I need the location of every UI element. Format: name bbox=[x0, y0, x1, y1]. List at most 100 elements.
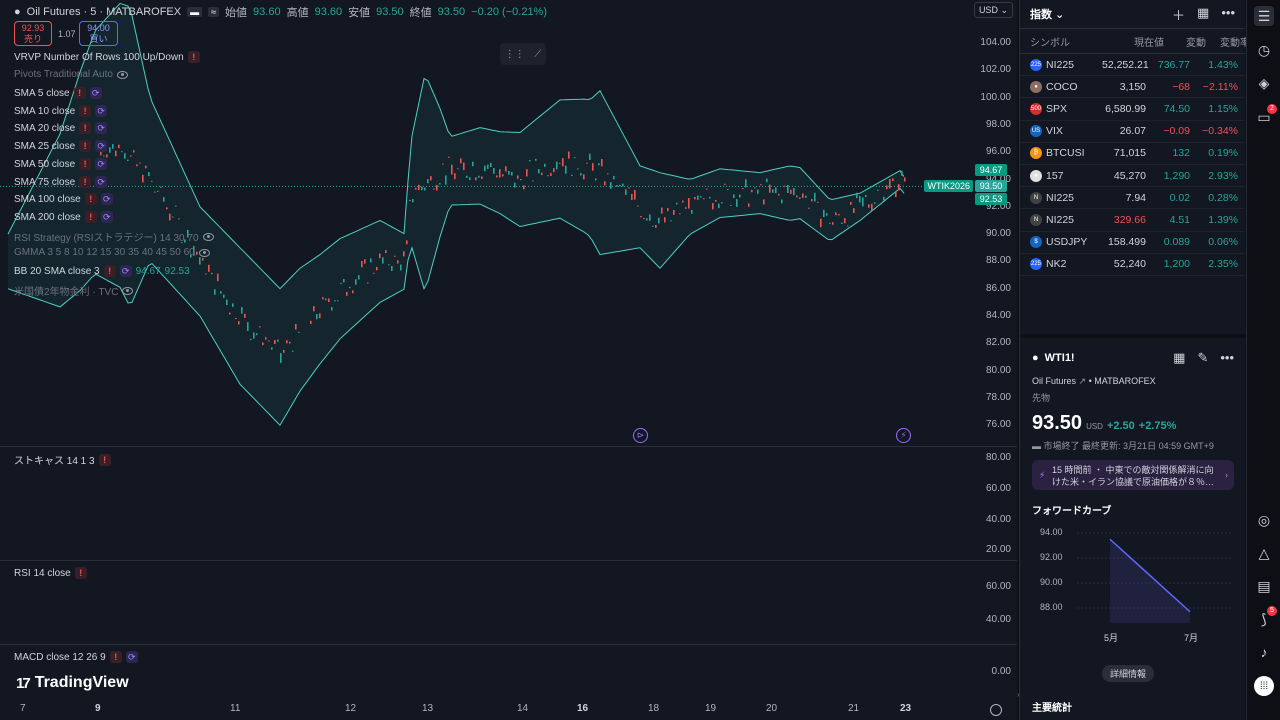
pyramid-icon[interactable]: △ bbox=[1258, 544, 1270, 561]
candle bbox=[118, 144, 120, 149]
time-tick: 12 bbox=[345, 703, 357, 714]
cycle-icon[interactable]: ⟳ bbox=[89, 87, 102, 99]
col-symbol[interactable]: シンボル bbox=[1030, 37, 1070, 49]
pane-divider[interactable] bbox=[0, 644, 1017, 645]
error-icon[interactable]: ! bbox=[74, 567, 87, 579]
indicator-item[interactable]: SMA 200 close! ⟳ bbox=[14, 211, 113, 223]
watchlist-row[interactable]: ● COCO 3,150 −68 −2.11% bbox=[1020, 76, 1245, 99]
cycle-icon[interactable]: ⟳ bbox=[125, 651, 138, 663]
drawing-toolbar[interactable]: ⋮⋮ ⟋ bbox=[500, 43, 546, 65]
sell-button[interactable]: 92.93 売り bbox=[14, 21, 52, 46]
indicator-item[interactable]: SMA 50 close! ⟳ bbox=[14, 158, 108, 170]
indicator-item[interactable]: 米国債2年物金利 · TVC bbox=[14, 283, 134, 298]
buy-button[interactable]: 94.00 買い bbox=[79, 21, 118, 46]
hidden-eye-icon[interactable] bbox=[116, 70, 128, 79]
indicator-item[interactable]: SMA 5 close! ⟳ bbox=[14, 87, 102, 99]
cycle-icon[interactable]: ⟳ bbox=[100, 193, 113, 205]
bell-icon[interactable]: ♪ bbox=[1260, 644, 1268, 660]
error-icon[interactable]: ! bbox=[187, 51, 200, 63]
details-button[interactable]: 詳細情報 bbox=[1102, 665, 1155, 682]
indicator-item[interactable]: BB 20 SMA close 3! ⟳ 94.67 92.53 bbox=[14, 265, 190, 277]
cycle-icon[interactable]: ⟳ bbox=[95, 158, 108, 170]
watchlist-row[interactable]: ● 157 45,270 1,290 2.93% bbox=[1020, 165, 1245, 188]
error-icon[interactable]: ! bbox=[84, 193, 97, 205]
external-link-icon[interactable]: ↗ bbox=[1078, 376, 1087, 386]
indicator-item[interactable]: RSI Strategy (RSIストラテジー) 14 30 70 bbox=[14, 229, 214, 244]
pane-divider[interactable] bbox=[0, 560, 1017, 561]
hidden-eye-icon[interactable] bbox=[198, 248, 210, 257]
price-axis[interactable]: 104.00 102.00 100.00 98.00 96.00 94.00 92.00 90… bbox=[972, 0, 1017, 720]
watchlist-row[interactable]: N NI225 329.66 4.51 1.39% bbox=[1020, 209, 1245, 232]
panel-resize-icon[interactable]: › bbox=[1017, 690, 1020, 699]
layers-icon[interactable]: ◈ bbox=[1258, 74, 1270, 91]
chat-icon[interactable]: ▭ 2 bbox=[1254, 104, 1277, 127]
watchlist-title[interactable]: 指数 ⌄ bbox=[1030, 9, 1065, 21]
watchlist-row[interactable]: ₿ BTCUSI 71,015 132 0.19% bbox=[1020, 143, 1245, 165]
layout-grid-icon[interactable]: ▦ bbox=[1197, 4, 1210, 20]
watchlist-row[interactable]: 225 NK2 52,240 1,200 2.35% bbox=[1020, 254, 1245, 276]
watchlist-row[interactable]: N NI225 7.94 0.02 0.28% bbox=[1020, 187, 1245, 210]
error-icon[interactable]: ! bbox=[109, 651, 122, 663]
price-chart-canvas[interactable] bbox=[0, 0, 1017, 720]
cycle-icon[interactable]: ⟳ bbox=[95, 122, 108, 134]
cycle-icon[interactable]: ⟳ bbox=[95, 105, 108, 117]
add-symbol-icon[interactable]: ＋ bbox=[1172, 7, 1186, 23]
chart-area[interactable]: ● Oil Futures · 5 · MATBAROFEX ▬ ≈ 始値 93.… bbox=[0, 0, 1017, 720]
event-icon[interactable]: ⊳ bbox=[633, 428, 648, 443]
error-icon[interactable]: ! bbox=[79, 176, 92, 188]
edit-icon[interactable]: ✎ bbox=[1197, 350, 1209, 365]
watchlist-row[interactable]: $ USDJPY 158.499 0.089 0.06% bbox=[1020, 232, 1245, 254]
drag-handle-icon[interactable]: ⋮⋮ bbox=[504, 48, 525, 60]
time-tick: 13 bbox=[422, 703, 434, 714]
cycle-icon[interactable]: ⟳ bbox=[119, 265, 132, 277]
error-icon[interactable]: ! bbox=[79, 105, 92, 117]
cycle-icon[interactable]: ⟳ bbox=[95, 176, 108, 188]
news-banner[interactable]: ⚡ 15 時間前 ・ 中東での敵対関係解消に向けた米・イラン協議で原油価格が８％… bbox=[1032, 460, 1234, 490]
indicator-item[interactable]: Pivots Traditional Auto bbox=[14, 69, 128, 80]
indicator-item[interactable]: VRVP Number Of Rows 100 Up/Down! bbox=[14, 51, 200, 63]
settings-gear-icon[interactable] bbox=[990, 704, 1002, 716]
candle bbox=[553, 168, 555, 173]
apps-grid-icon[interactable]: ⁞⁞⁞ bbox=[1254, 676, 1274, 696]
error-icon[interactable]: ! bbox=[84, 211, 97, 223]
cycle-icon[interactable]: ⟳ bbox=[95, 140, 108, 152]
calendar-icon[interactable]: ▤ bbox=[1257, 577, 1271, 594]
indicator-item[interactable]: GMMA 3 5 8 10 12 15 30 35 40 45 50 60 bbox=[14, 247, 210, 258]
error-icon[interactable]: ! bbox=[98, 453, 111, 466]
currency-select[interactable]: USD ⌄ bbox=[973, 2, 1013, 18]
hidden-eye-icon[interactable] bbox=[202, 232, 214, 241]
layout-icon[interactable]: ▦ bbox=[1173, 350, 1186, 365]
tradingview-logo[interactable]: 17 TradingView bbox=[16, 674, 129, 692]
error-icon[interactable]: ! bbox=[73, 87, 86, 99]
target-icon[interactable]: ◎ bbox=[1257, 511, 1271, 528]
error-icon[interactable]: ! bbox=[103, 265, 116, 277]
feed-icon[interactable]: ⟆ 5 bbox=[1254, 606, 1277, 629]
symbol-title[interactable]: Oil Futures · 5 · MATBAROFEX bbox=[26, 6, 182, 18]
indicator-item[interactable]: SMA 100 close! ⟳ bbox=[14, 193, 113, 205]
watchlist-icon[interactable]: ☰ bbox=[1254, 6, 1274, 26]
detail-name[interactable]: Oil Futures bbox=[1032, 376, 1077, 386]
indicator-item[interactable]: SMA 75 close! ⟳ bbox=[14, 176, 108, 188]
watchlist-row[interactable]: US VIX 26.07 −0.09 −0.34% bbox=[1020, 121, 1245, 143]
col-last[interactable]: 現在値 bbox=[1134, 37, 1164, 49]
error-icon[interactable]: ! bbox=[79, 140, 92, 152]
pane-divider[interactable] bbox=[0, 446, 1017, 447]
col-change[interactable]: 変動 bbox=[1186, 37, 1206, 49]
lightning-event-icon[interactable]: ⚡ bbox=[896, 428, 911, 443]
error-icon[interactable]: ! bbox=[79, 122, 92, 134]
detail-symbol[interactable]: ● WTI1! bbox=[1032, 352, 1075, 364]
indicator-item[interactable]: SMA 25 close! ⟳ bbox=[14, 140, 108, 152]
col-change-pct[interactable]: 変動率 bbox=[1220, 37, 1250, 49]
more-icon[interactable]: ••• bbox=[1221, 4, 1235, 20]
candle bbox=[742, 188, 744, 190]
indicator-item[interactable]: SMA 20 close! ⟳ bbox=[14, 122, 108, 134]
trendline-icon[interactable]: ⟋ bbox=[534, 48, 542, 60]
clock-icon[interactable]: ◷ bbox=[1257, 41, 1271, 58]
more-icon[interactable]: ••• bbox=[1220, 350, 1234, 365]
hidden-eye-icon[interactable] bbox=[122, 286, 134, 295]
cycle-icon[interactable]: ⟳ bbox=[100, 211, 113, 223]
watchlist-row[interactable]: 225 NI225 52,252.21 736.77 1.43% bbox=[1020, 54, 1245, 77]
watchlist-row[interactable]: 500 SPX 6,580.99 74.50 1.15% bbox=[1020, 98, 1245, 121]
indicator-item[interactable]: SMA 10 close! ⟳ bbox=[14, 105, 108, 117]
error-icon[interactable]: ! bbox=[79, 158, 92, 170]
